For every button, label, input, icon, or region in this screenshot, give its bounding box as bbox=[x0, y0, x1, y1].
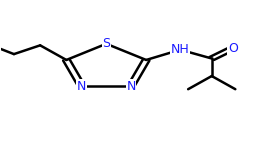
Text: NH: NH bbox=[171, 43, 190, 56]
Text: S: S bbox=[102, 37, 110, 50]
Text: N: N bbox=[126, 80, 136, 93]
Text: N: N bbox=[77, 80, 86, 93]
Text: O: O bbox=[228, 42, 238, 55]
